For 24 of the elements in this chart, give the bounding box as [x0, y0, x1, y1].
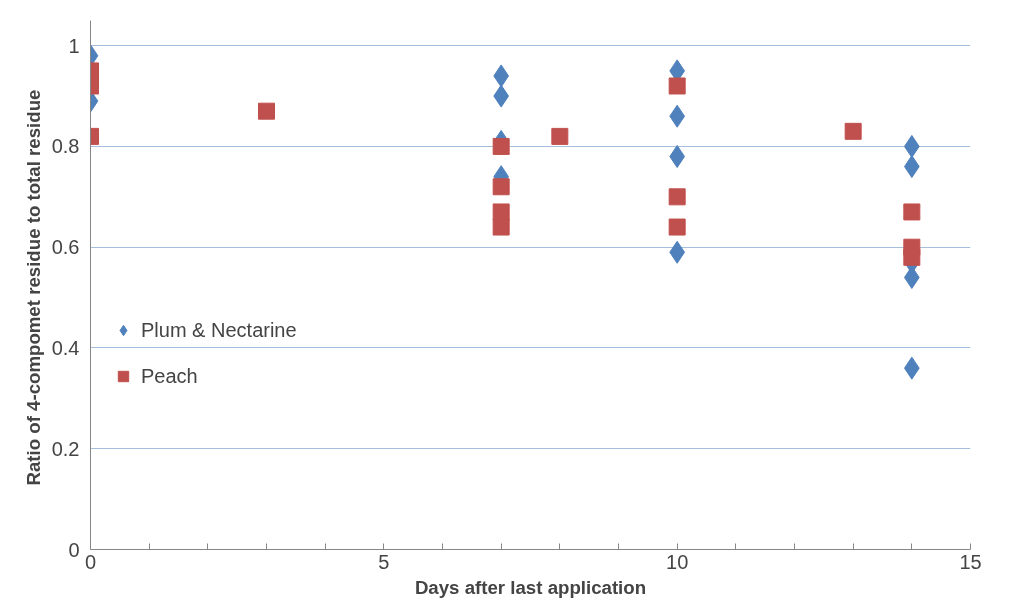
point: [492, 178, 510, 196]
y-tick-label: 0.6: [51, 236, 80, 259]
y-tick-label: 0.4: [51, 336, 80, 359]
point: [492, 218, 510, 236]
x-tick-label: 10: [666, 550, 689, 573]
x-tick-label: 15: [959, 550, 982, 573]
x-axis-title: Days after last application: [414, 576, 647, 598]
x-tick-label: 5: [378, 550, 390, 573]
point: [903, 248, 921, 266]
point: [492, 137, 510, 155]
point: [668, 188, 686, 206]
point: [551, 127, 569, 145]
y-tick-label: 0.2: [51, 437, 80, 460]
point: [668, 77, 686, 95]
point: [903, 203, 921, 221]
y-tick-label: 0.8: [51, 135, 80, 158]
x-tick-label: 0: [84, 550, 97, 573]
point: [258, 102, 275, 120]
y-axis-title: Ratio of 4-compomet residue to total residue: [22, 89, 44, 486]
y-tick-label: 1: [68, 34, 80, 57]
legend-label: Peach: [141, 364, 198, 388]
point: [668, 218, 686, 236]
point: [844, 122, 862, 140]
legend-label: Plum & Nectarine: [141, 318, 297, 342]
